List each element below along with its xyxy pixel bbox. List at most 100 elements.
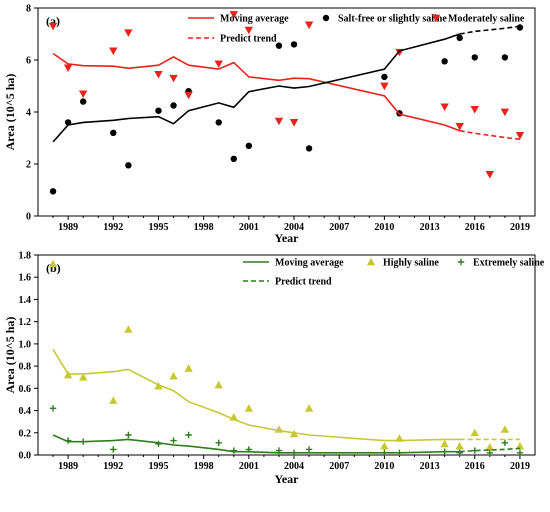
data-point-plus — [125, 431, 132, 439]
x-tick-label: 1995 — [148, 222, 168, 233]
data-point-plus — [516, 449, 524, 456]
data-point-circle — [79, 98, 87, 105]
x-tick-label: 1995 — [148, 461, 168, 472]
moving-average-line — [52, 33, 460, 143]
data-point-triangle-down — [229, 11, 238, 19]
y-tick-label: 2 — [26, 160, 31, 171]
data-point-triangle-up — [244, 404, 254, 412]
data-point-triangle-down — [154, 70, 163, 79]
data-point-triangle-down — [169, 74, 178, 83]
y-tick-label: 1.6 — [19, 273, 32, 284]
legend-swatch — [366, 257, 376, 266]
data-point-triangle-up — [485, 443, 495, 451]
data-point-circle — [471, 54, 478, 61]
legend-item: Moving average — [188, 14, 289, 25]
y-axis-title: Area (10^5 ha) — [3, 317, 17, 394]
legend-item: Highly saline — [366, 257, 439, 269]
x-tick-label: 1998 — [194, 461, 214, 472]
x-tick-label: 2007 — [329, 461, 349, 472]
data-point-triangle-down — [63, 64, 73, 72]
x-tick-label: 1989 — [58, 222, 78, 233]
data-point-triangle-up — [470, 428, 479, 437]
data-point-circle — [381, 73, 388, 81]
data-point-triangle-down — [455, 122, 464, 131]
data-point-circle — [275, 42, 283, 49]
legend-label: Extremely saline — [473, 258, 545, 269]
data-point-triangle-up — [48, 259, 58, 268]
y-tick-label: 0.2 — [19, 428, 32, 439]
x-tick-label: 1998 — [194, 222, 214, 233]
data-point-triangle-up — [380, 441, 389, 450]
data-point-circle — [49, 188, 57, 195]
legend-item: Predict trend — [188, 34, 277, 45]
data-point-circle — [441, 58, 448, 65]
x-axis-title: Year — [275, 472, 300, 486]
legend-label: Salt-free or slightly saline — [338, 14, 447, 25]
data-point-plus — [170, 437, 177, 444]
legend-item: Predict trend — [243, 277, 332, 288]
legend-label: Predict trend — [220, 34, 277, 45]
x-tick-label: 1992 — [103, 461, 123, 472]
data-point-triangle-up — [515, 441, 525, 450]
data-point-plus — [215, 439, 222, 446]
y-tick-label: 4 — [26, 108, 31, 119]
x-tick-label: 2001 — [239, 222, 259, 233]
data-point-triangle-down — [304, 21, 314, 30]
data-point-triangle-down — [184, 91, 193, 100]
data-point-triangle-down — [48, 22, 58, 31]
data-point-triangle-down — [440, 103, 449, 111]
data-point-circle — [125, 162, 132, 169]
x-tick-label: 2016 — [465, 461, 485, 472]
x-tick-label: 2010 — [374, 461, 394, 472]
x-tick-label: 2004 — [284, 222, 304, 233]
data-point-circle — [110, 129, 117, 136]
legend-label: Highly saline — [383, 258, 439, 269]
data-point-triangle-down — [274, 117, 284, 126]
legend-swatch — [322, 14, 330, 22]
data-point-triangle-down — [500, 108, 510, 117]
moving-average-line — [52, 434, 460, 454]
data-point-circle — [215, 119, 222, 126]
legend-label: Moderately saline — [448, 14, 525, 25]
data-point-circle — [501, 54, 509, 61]
data-point-plus — [230, 447, 237, 454]
plot-frame — [37, 254, 536, 456]
panel-label: (b) — [46, 261, 61, 275]
y-tick-label: 0.4 — [19, 406, 32, 417]
predict-trend-line — [459, 447, 520, 453]
x-tick-label: 2013 — [420, 461, 440, 472]
data-point-triangle-up — [169, 371, 178, 380]
y-tick-label: 0 — [26, 212, 31, 223]
x-tick-label: 1992 — [103, 222, 123, 233]
y-tick-label: 0.0 — [19, 451, 32, 462]
data-point-plus — [110, 446, 117, 453]
data-point-circle — [170, 102, 177, 109]
x-tick-label: 2010 — [374, 222, 394, 233]
x-tick-label: 2019 — [510, 222, 530, 233]
x-tick-label: 2001 — [239, 461, 259, 472]
data-point-plus — [501, 439, 509, 446]
data-point-circle — [516, 24, 524, 31]
legend-label: Moving average — [220, 14, 289, 25]
panel-b: 1989 1992 1995 1998 2001 2004 2007 2010 2013 2016… — [3, 251, 545, 487]
data-point-circle — [305, 145, 313, 152]
data-point-triangle-up — [214, 380, 223, 389]
data-point-circle — [456, 34, 463, 42]
y-tick-label: 0.8 — [19, 362, 32, 373]
y-axis-title: Area (10^5 ha) — [3, 74, 17, 151]
panel-a: 1989 1992 1995 1998 2001 2004 2007 2010 2013 2016… — [3, 4, 536, 245]
data-point-plus — [456, 449, 463, 456]
y-tick-label: 0.6 — [19, 384, 32, 395]
y-tick-label: 6 — [26, 56, 31, 67]
data-point-circle — [230, 155, 237, 162]
data-point-triangle-up — [455, 441, 464, 450]
x-axis-title: Year — [275, 231, 300, 245]
y-tick-label: 8 — [26, 4, 31, 15]
predict-trend-line — [459, 25, 521, 35]
data-point-triangle-down — [289, 119, 299, 127]
data-point-triangle-down — [244, 26, 254, 35]
legend-label: Predict trend — [275, 277, 332, 288]
data-point-triangle-down — [485, 171, 495, 179]
moving-average-line — [52, 52, 460, 132]
legend-swatch — [457, 258, 465, 266]
